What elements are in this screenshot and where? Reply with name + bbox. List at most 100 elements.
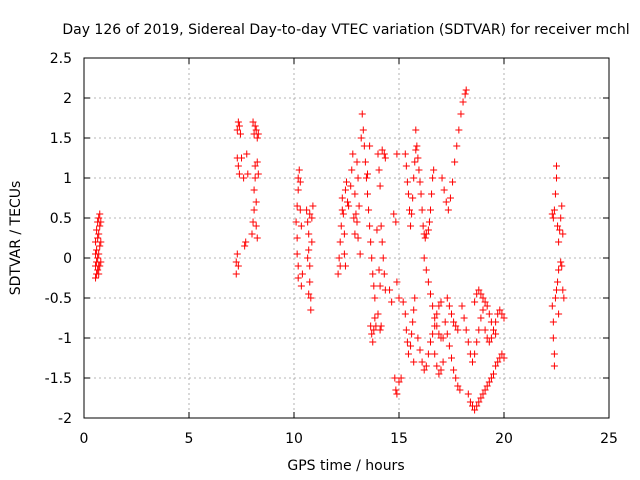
data-point-marker <box>485 338 493 346</box>
data-point-marker <box>376 182 384 190</box>
data-point-marker <box>548 210 556 218</box>
data-point-marker <box>422 266 430 274</box>
data-point-marker <box>248 230 256 238</box>
data-point-marker <box>433 322 441 330</box>
data-point-marker <box>399 298 407 306</box>
data-point-marker <box>94 266 102 274</box>
data-point-marker <box>374 310 382 318</box>
data-point-marker <box>376 326 384 334</box>
data-point-marker <box>416 346 424 354</box>
data-point-marker <box>454 382 462 390</box>
data-point-marker <box>379 254 387 262</box>
data-point-marker <box>460 314 468 322</box>
data-point-marker <box>422 362 430 370</box>
data-point-marker <box>408 210 416 218</box>
data-point-marker <box>549 318 557 326</box>
data-point-marker <box>386 286 394 294</box>
data-point-marker <box>93 246 101 254</box>
y-tick-label: -1 <box>58 331 72 347</box>
data-point-marker <box>492 318 500 326</box>
data-point-marker <box>462 86 470 94</box>
data-point-marker <box>357 134 365 142</box>
y-tick-label: 0 <box>63 251 72 267</box>
data-point-marker <box>381 154 389 162</box>
data-point-marker <box>250 206 258 214</box>
data-point-marker <box>306 262 314 270</box>
data-point-marker <box>439 334 447 342</box>
data-point-marker <box>304 218 312 226</box>
data-point-marker <box>293 250 301 258</box>
data-point-marker <box>294 262 302 270</box>
data-point-marker <box>411 294 419 302</box>
data-point-marker <box>348 166 356 174</box>
data-point-marker <box>249 218 257 226</box>
data-point-marker <box>235 122 243 130</box>
data-point-marker <box>559 286 567 294</box>
data-point-marker <box>375 266 383 274</box>
data-point-marker <box>307 294 315 302</box>
data-point-marker <box>418 358 426 366</box>
data-point-marker <box>490 326 497 334</box>
data-point-marker <box>397 374 405 382</box>
data-point-marker <box>95 230 103 238</box>
data-point-marker <box>441 318 449 326</box>
data-point-marker <box>347 182 355 190</box>
data-point-marker <box>234 262 242 270</box>
data-point-marker <box>296 178 304 186</box>
data-point-marker <box>550 206 558 214</box>
data-point-marker <box>341 186 349 194</box>
data-point-marker <box>345 202 353 210</box>
data-point-marker <box>424 278 432 286</box>
data-point-marker <box>297 222 305 230</box>
data-point-marker <box>498 310 506 318</box>
data-point-marker <box>371 314 379 322</box>
data-point-marker <box>479 390 487 398</box>
data-point-marker <box>234 118 242 126</box>
data-point-marker <box>442 198 450 206</box>
data-point-marker <box>307 306 315 314</box>
data-point-marker <box>473 338 481 346</box>
data-point-marker <box>424 350 432 358</box>
data-point-marker <box>308 214 316 222</box>
data-point-marker <box>358 110 366 118</box>
data-point-marker <box>477 290 485 298</box>
data-point-marker <box>481 298 489 306</box>
data-point-marker <box>553 286 560 294</box>
data-point-marker <box>485 378 493 386</box>
data-point-marker <box>549 334 557 342</box>
data-point-marker <box>438 174 446 182</box>
data-point-marker <box>351 230 359 238</box>
data-point-marker <box>401 150 409 158</box>
data-point-marker <box>374 150 382 158</box>
data-point-marker <box>252 198 260 206</box>
data-point-marker <box>296 206 304 214</box>
data-point-marker <box>402 326 410 334</box>
data-point-marker <box>254 170 262 178</box>
data-point-marker <box>450 366 458 374</box>
data-point-marker <box>369 338 377 346</box>
data-point-marker <box>376 282 384 290</box>
data-point-marker <box>252 222 260 230</box>
data-point-marker <box>430 166 438 174</box>
data-point-marker <box>403 178 411 186</box>
data-point-marker <box>419 222 427 230</box>
data-point-marker <box>391 374 399 382</box>
data-point-marker <box>421 234 429 242</box>
data-point-marker <box>417 190 425 198</box>
data-point-marker <box>340 250 348 258</box>
data-point-marker <box>410 174 418 182</box>
x-axis-label: GPS time / hours <box>287 458 404 474</box>
data-point-marker <box>368 254 376 262</box>
data-point-marker <box>354 174 362 182</box>
data-point-marker <box>404 350 412 358</box>
data-point-marker <box>297 282 305 290</box>
y-tick-label: -0.5 <box>45 291 72 307</box>
data-point-marker <box>377 222 385 230</box>
data-point-marker <box>461 90 469 98</box>
data-point-marker <box>407 342 415 350</box>
data-point-marker <box>449 178 457 186</box>
data-point-marker <box>253 134 261 142</box>
data-point-marker <box>415 166 423 174</box>
data-point-marker <box>95 262 103 270</box>
data-point-marker <box>412 146 420 154</box>
